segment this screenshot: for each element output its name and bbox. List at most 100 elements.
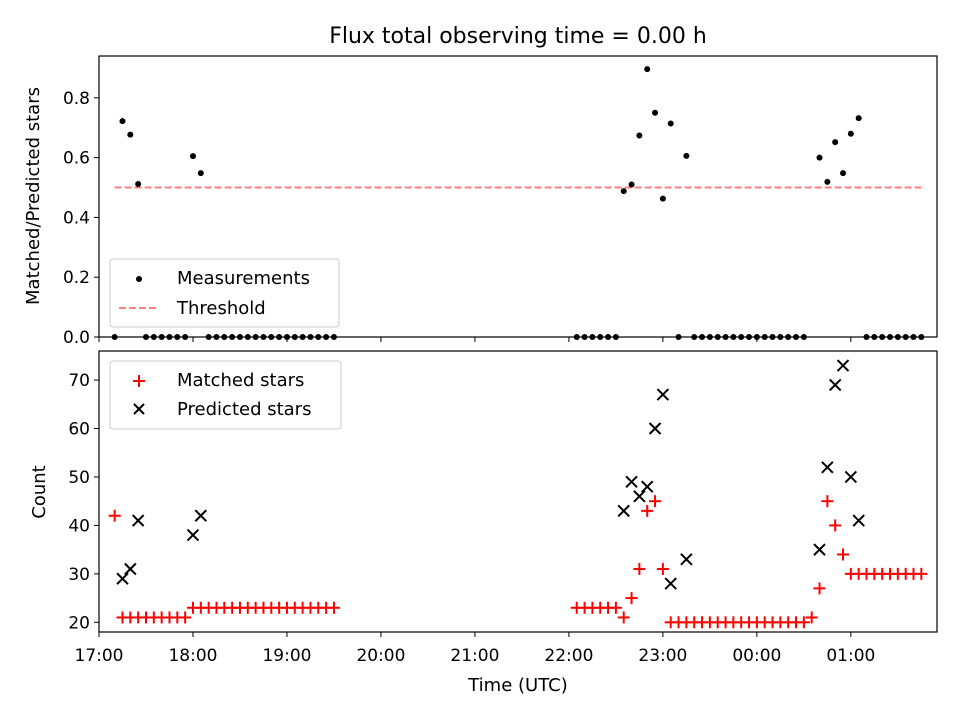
bottom-x-tick-label: 20:00 [356,646,405,666]
top-series [111,66,925,340]
matched-star-point [797,616,810,629]
bottom-x-tick-label: 21:00 [450,646,499,666]
measurement-point [636,132,643,139]
top-panel: 0.00.20.40.60.8 Matched/Predicted stars … [23,55,938,348]
predicted-star-point [852,514,865,527]
bottom-y-tick-label: 70 [68,371,90,391]
top-y-axis-label: Matched/Predicted stars [23,87,44,305]
top-y-tick-label: 0.4 [63,208,90,228]
matched-star-point [813,582,826,595]
measurement-point [197,170,204,177]
predicted-star-point [656,388,670,401]
predicted-star-point [821,461,834,474]
matched-star-point [837,548,850,561]
matched-star-point [625,592,638,605]
predicted-star-point [131,514,145,527]
bottom-x-tick-label: 01:00 [826,646,875,666]
top-y-tick-label: 0.2 [63,268,90,288]
predicted-star-point [648,422,662,435]
matched-star-point [649,495,662,508]
top-y-tick-label: 0.0 [63,328,90,348]
matched-star-point [108,509,121,522]
predicted-star-point [194,509,208,522]
legend-matched-marker [133,375,145,387]
matched-star-point [641,504,654,517]
predicted-star-point [625,475,638,489]
predicted-star-point [617,504,630,518]
legend-threshold-label: Threshold [176,298,266,319]
bottom-y-tick-label: 20 [68,613,90,633]
bottom-y-tick-label: 50 [68,468,90,488]
legend-matched-label: Matched stars [177,370,304,391]
legend-predicted-marker [133,403,145,415]
bottom-panel: 20 30 40 50 60 70 17:00 18:00 19:00 20:00 21:00 22… [29,350,938,696]
bottom-y-axis-label: Count [29,465,50,518]
bottom-x-ticks: 17:00 18:00 19:00 20:00 21:00 22:00 23:00 00:00… [75,632,875,666]
bottom-x-tick-label: 17:00 [75,646,124,666]
predicted-star-point [633,490,646,503]
measurement-point [824,178,831,185]
matched-star-point [327,601,340,614]
measurement-point [847,130,854,137]
top-y-tick-label: 0.8 [63,89,90,109]
bottom-legend: Matched stars Predicted stars [109,360,342,430]
bottom-y-tick-label: 30 [68,565,90,585]
bottom-x-tick-label: 18:00 [168,646,217,666]
bottom-x-tick-label: 00:00 [732,646,781,666]
bottom-y-tick-label: 40 [68,516,90,536]
measurement-point [840,170,847,177]
measurement-point [659,195,666,202]
bottom-x-tick-label: 23:00 [638,646,687,666]
legend-measurements-label: Measurements [177,268,310,289]
matched-star-point [656,563,669,576]
measurement-point [119,118,126,125]
predicted-star-point [836,359,850,372]
predicted-star-point [813,543,826,556]
predicted-star-point [641,480,654,493]
legend-predicted-label: Predicted stars [177,399,311,420]
predicted-star-point [664,577,677,590]
measurement-point [652,109,659,116]
bottom-x-axis-label: Time (UTC) [467,675,568,696]
measurement-point [667,120,674,127]
measurement-point [832,139,839,146]
measurement-point [135,180,142,187]
matched-star-point [821,495,834,508]
top-y-tick-label: 0.6 [63,149,90,169]
legend-measurements-marker [136,276,142,282]
measurement-point [628,181,635,188]
matched-star-point [915,567,928,580]
bottom-plot-frame [98,350,938,633]
measurement-point [644,66,651,73]
matched-star-point [179,611,192,624]
bottom-y-tick-label: 60 [68,420,90,440]
bottom-series [108,359,928,629]
measurement-point [189,153,196,160]
bottom-y-ticks: 20 30 40 50 60 70 [68,371,99,633]
matched-star-point [633,563,646,576]
bottom-x-tick-label: 19:00 [262,646,311,666]
predicted-star-point [680,553,693,566]
predicted-star-point [186,528,200,542]
chart-title: Flux total observing time = 0.00 h [329,24,707,49]
measurement-point [620,188,627,195]
top-legend-frame [109,258,340,328]
predicted-star-point [124,562,137,576]
measurement-point [127,131,134,138]
matched-star-point [609,601,622,614]
measurement-point [683,152,690,159]
bottom-x-tick-label: 22:00 [544,646,593,666]
bottom-legend-frame [109,360,342,430]
matched-star-point [829,519,842,532]
top-plot-frame [98,55,938,338]
predicted-star-point [844,470,858,484]
predicted-star-point [828,378,842,392]
measurement-point [816,154,823,161]
top-legend: Measurements Threshold [109,258,340,328]
top-x-ticks [98,337,852,342]
matched-star-point [805,611,818,624]
top-y-ticks: 0.0 0.2 0.4 0.6 0.8 [63,89,99,348]
measurement-point [855,115,862,122]
predicted-star-point [116,572,129,585]
